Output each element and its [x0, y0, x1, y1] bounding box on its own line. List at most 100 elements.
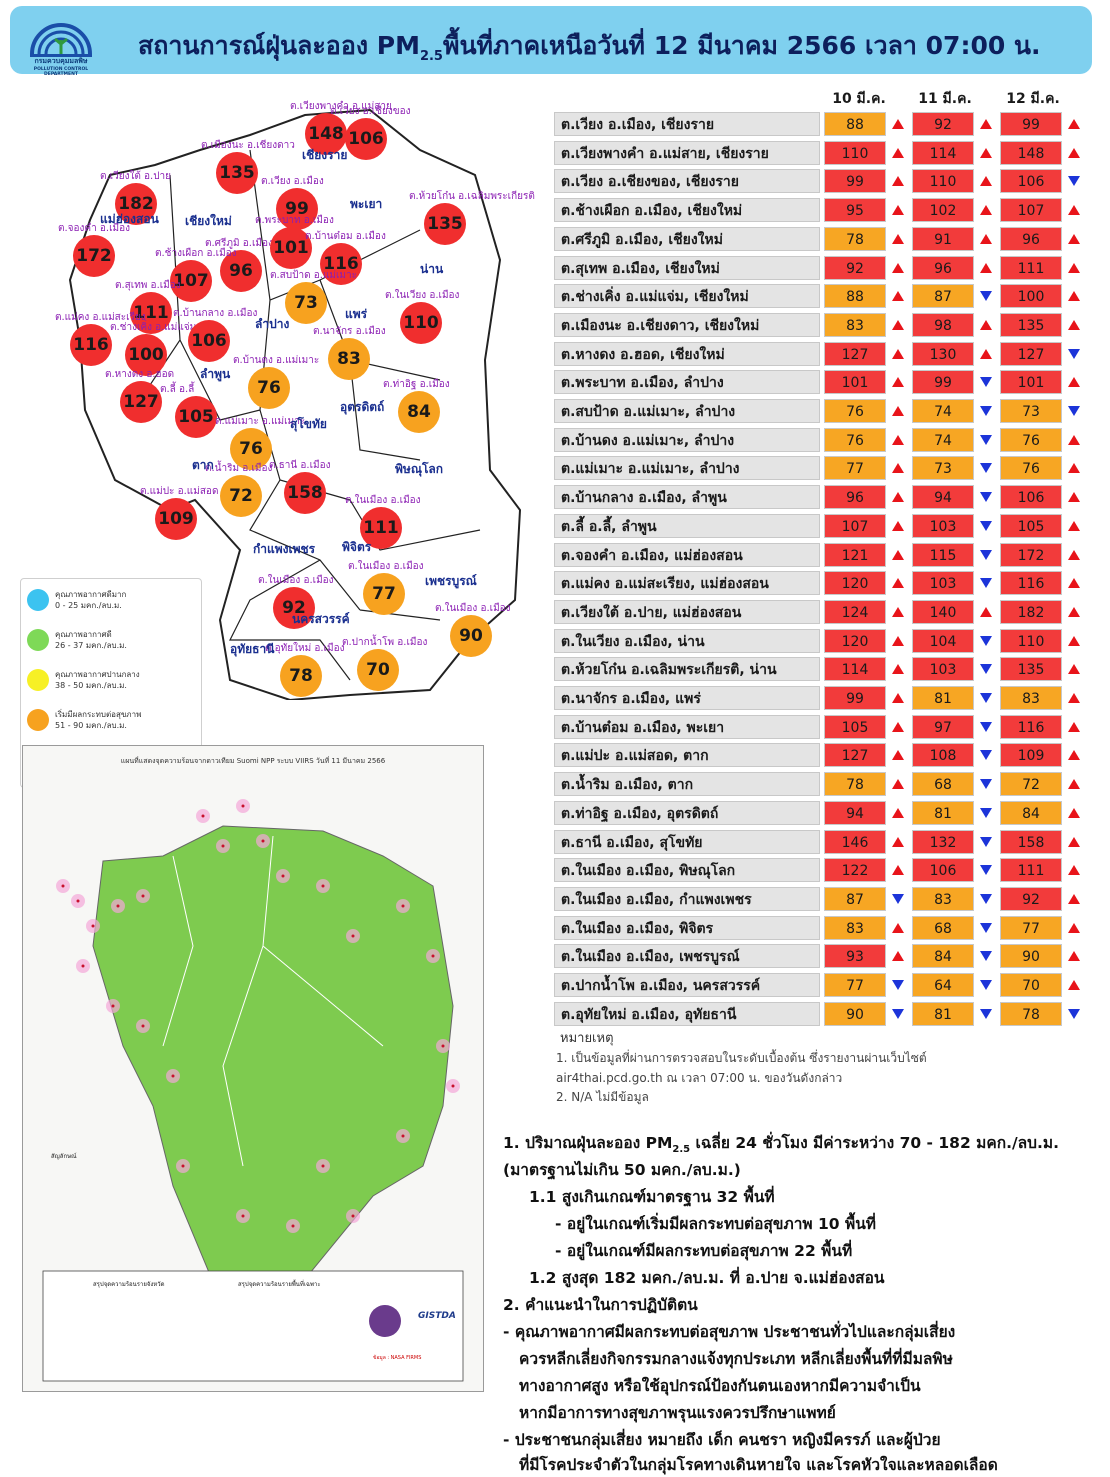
- note-1a: 1. เป็นข้อมูลที่ผ่านการตรวจสอบในระดับเบื…: [556, 1051, 927, 1065]
- province-label: พะเยา: [350, 197, 383, 211]
- trend-up-icon: [892, 693, 904, 703]
- station-name: ต.สบป้าด อ.แม่เมาะ, ลำปาง: [554, 399, 820, 423]
- trend-down-icon: [980, 434, 992, 445]
- advice-a4: หากมีอาการทางสุขภาพรุนแรงควรปรึกษาแพทย์: [519, 1404, 836, 1422]
- trend-up-icon: [1068, 922, 1080, 933]
- map-station-label: ต.แม่ปะ อ.แม่สอด: [140, 486, 219, 497]
- trend-down-icon: [980, 377, 992, 388]
- summary-2: 2. คำแนะนำในการปฏิบัติตน: [503, 1296, 698, 1314]
- pm25-value: 115: [912, 542, 974, 567]
- legend-color-swatch: [27, 629, 49, 651]
- pm25-value: 109: [1000, 743, 1062, 768]
- pm25-value: 92: [1000, 886, 1062, 911]
- map-station-label: ต.ในเวียง อ.เมือง: [385, 290, 460, 301]
- trend-up-icon: [1068, 980, 1080, 990]
- map-station-bubble: 107: [170, 260, 212, 302]
- station-name: ต.แม่คง อ.แม่สะเรียง, แม่ฮ่องสอน: [554, 571, 820, 596]
- map-station-label: ต.ในเมือง อ.เมือง: [345, 495, 421, 506]
- trend-up-icon: [1068, 434, 1080, 445]
- pm25-value: 100: [1000, 284, 1062, 309]
- pm25-value: 116: [1000, 714, 1062, 739]
- pm25-value: 64: [912, 973, 974, 997]
- hotspot-point: [116, 904, 120, 908]
- trend-up-icon: [1068, 492, 1080, 503]
- notes-title: หมายเหตุ: [560, 1031, 614, 1046]
- trend-up-icon: [892, 176, 904, 187]
- pm25-value: 120: [824, 571, 886, 596]
- summary-1-2: 1.2 สูงสุด 182 มคก./ลบ.ม. ที่ อ.ปาย จ.แม…: [529, 1269, 885, 1287]
- pm25-value: 127: [824, 743, 886, 768]
- trend-down-icon: [980, 291, 992, 302]
- province-label: อุตรดิตถ์: [340, 400, 385, 414]
- trend-down-icon: [980, 893, 992, 904]
- pm25-value: 84: [912, 944, 974, 969]
- station-name: ต.พระบาท อ.เมือง, ลำปาง: [554, 370, 820, 395]
- province-label: เชียงราย: [302, 148, 348, 162]
- advice-a2: ควรหลีกเลี่ยงกิจกรรมกลางแจ้งทุกประเภท หล…: [519, 1350, 953, 1368]
- pm25-value: 95: [824, 198, 886, 223]
- trend-up-icon: [1068, 463, 1080, 474]
- trend-down-icon: [892, 893, 904, 904]
- hotspot-point: [401, 1134, 405, 1138]
- summary-1: 1. ปริมาณฝุ่นละออง PM2.5 เฉลี่ย 24 ชั่วโ…: [503, 1134, 1059, 1156]
- trend-down-icon: [980, 1008, 992, 1019]
- map-station-label: ต.เวียง อ.เมือง: [261, 176, 324, 187]
- pm25-value: 108: [912, 743, 974, 768]
- hotspot-point: [321, 1164, 325, 1168]
- hotspot-point: [91, 924, 95, 928]
- province-label: สุโขทัย: [290, 417, 327, 431]
- trend-up-icon: [1068, 119, 1080, 129]
- pm25-value: 76: [1000, 456, 1062, 481]
- legend-item: คุณภาพอากาศปานกลาง 38 - 50 มคก./ลบ.ม.: [27, 669, 140, 691]
- trend-down-icon: [1068, 1008, 1080, 1019]
- gistda-logo: GISTDA: [418, 1311, 456, 1321]
- hotspot-legend-title: สัญลักษณ์: [51, 1153, 77, 1160]
- hotspot-map-graphic: [42, 799, 464, 1382]
- pm25-value: 96: [1000, 226, 1062, 251]
- pm25-value: 73: [1000, 399, 1062, 423]
- trend-up-icon: [980, 233, 992, 244]
- trend-up-icon: [1068, 779, 1080, 790]
- map-station-bubble: 135: [424, 203, 466, 245]
- province-label: อุทัยธานี: [230, 642, 275, 656]
- trend-up-icon: [892, 779, 904, 790]
- station-name: ต.ช่างเคิ่ง อ.แม่แจ่ม, เชียงใหม่: [554, 284, 820, 309]
- trend-down-icon: [980, 578, 992, 589]
- trend-down-icon: [980, 980, 992, 990]
- pm25-value: 88: [824, 112, 886, 136]
- trend-up-icon: [980, 319, 992, 330]
- trend-up-icon: [892, 319, 904, 330]
- pm25-value: 106: [1000, 169, 1062, 194]
- pm25-value: 81: [912, 686, 974, 710]
- map-station-bubble: 101: [270, 227, 312, 269]
- trend-up-icon: [1068, 578, 1080, 589]
- map-station-bubble: 90: [450, 615, 492, 657]
- map-station-bubble: 106: [345, 118, 387, 160]
- map-station-bubble: 83: [328, 338, 370, 380]
- hotspot-map-title: แผนที่แสดงจุดความร้อนจากดาวเทียม Suomi N…: [120, 757, 386, 765]
- summary-1-standard: (มาตรฐานไม่เกิน 50 มคก./ลบ.ม.): [503, 1161, 741, 1179]
- hotspot-point: [241, 804, 245, 808]
- pm25-value: 107: [1000, 198, 1062, 223]
- province-label: ลำพูน: [200, 367, 231, 381]
- pm25-value: 78: [824, 772, 886, 797]
- pm25-value: 158: [1000, 829, 1062, 854]
- pm25-value: 78: [1000, 1001, 1062, 1026]
- map-station-label: ต.จองคำ อ.เมือง: [58, 223, 130, 234]
- pm25-value: 124: [824, 599, 886, 624]
- pm25-value: 105: [824, 714, 886, 739]
- trend-up-icon: [1068, 319, 1080, 330]
- legend-item: คุณภาพอากาศดี 26 - 37 มคก./ลบ.ม.: [27, 629, 127, 651]
- pm25-value: 116: [1000, 571, 1062, 596]
- pm25-value: 122: [824, 858, 886, 883]
- trend-up-icon: [892, 348, 904, 359]
- trend-up-icon: [892, 922, 904, 933]
- map-station-bubble: 99: [276, 188, 318, 230]
- trend-up-icon: [892, 865, 904, 876]
- station-name: ต.จองคำ อ.เมือง, แม่ฮ่องสอน: [554, 542, 820, 567]
- pm25-value: 84: [1000, 800, 1062, 825]
- pm25-value: 101: [1000, 370, 1062, 395]
- station-name: ต.สุเทพ อ.เมือง, เชียงใหม่: [554, 255, 820, 280]
- trend-up-icon: [980, 147, 992, 158]
- advice-a3: ทางอากาศสูง หรือใช้อุปกรณ์ป้องกันตนเองหา…: [519, 1377, 921, 1395]
